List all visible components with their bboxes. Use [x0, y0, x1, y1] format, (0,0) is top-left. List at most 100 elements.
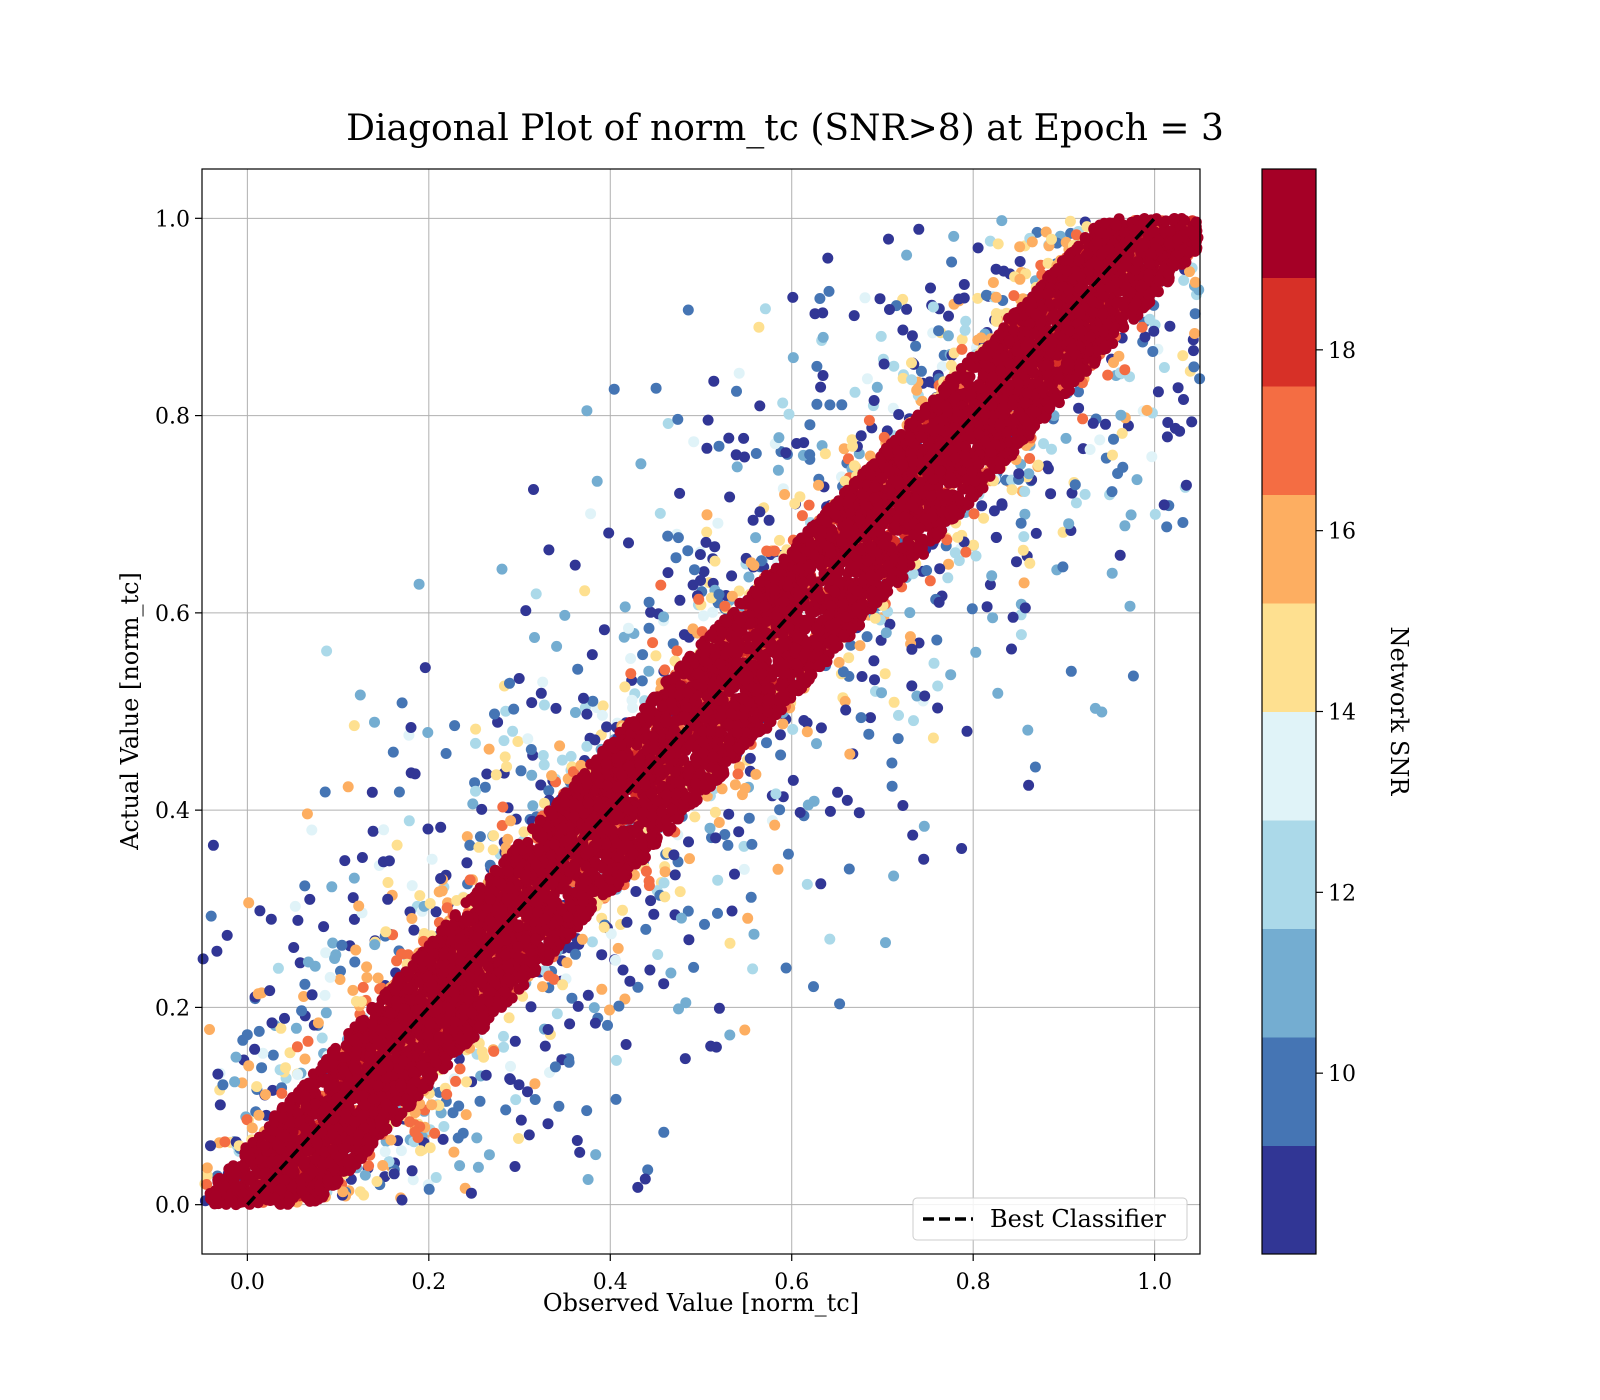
scatter-point	[960, 315, 972, 327]
scatter-point	[241, 1114, 253, 1126]
scatter-point	[289, 900, 301, 912]
scatter-point	[497, 801, 509, 813]
scatter-point	[366, 786, 378, 798]
scatter-point	[1065, 665, 1077, 677]
scatter-point	[670, 552, 682, 564]
scatter-point	[901, 249, 913, 261]
scatter-point	[990, 263, 1002, 275]
scatter-point	[804, 419, 816, 431]
scatter-point	[643, 665, 655, 677]
scatter-point	[924, 376, 936, 388]
scatter-point	[953, 555, 965, 567]
scatter-point	[510, 1094, 522, 1106]
scatter-point	[526, 769, 538, 781]
scatter-point	[724, 491, 736, 503]
scatter-point	[605, 928, 617, 940]
scatter-point	[539, 1040, 551, 1052]
scatter-point	[542, 1024, 554, 1035]
scatter-point	[581, 740, 593, 752]
scatter-point	[868, 395, 880, 406]
scatter-point	[320, 947, 332, 959]
scatter-point	[1014, 273, 1026, 285]
scatter-point	[522, 1086, 533, 1098]
scatter-point	[324, 971, 336, 983]
scatter-point	[1115, 409, 1127, 421]
scatter-point	[990, 291, 1002, 303]
scatter-point	[1006, 484, 1018, 496]
scatter-point	[713, 817, 725, 828]
scatter-point	[369, 939, 381, 951]
scatter-point	[1178, 394, 1189, 405]
scatter-point	[604, 1004, 615, 1016]
scatter-point	[1149, 508, 1161, 520]
scatter-point	[567, 766, 579, 778]
scatter-point	[759, 303, 771, 315]
scatter-point	[626, 694, 638, 706]
scatter-point	[801, 878, 813, 890]
scatter-point	[1186, 416, 1198, 428]
scatter-point	[722, 839, 734, 851]
scatter-point	[834, 998, 846, 1010]
scatter-point	[382, 877, 394, 888]
scatter-point	[201, 1179, 213, 1190]
scatter-point	[449, 720, 461, 732]
scatter-point	[724, 937, 736, 949]
scatter-point	[880, 937, 891, 949]
scatter-point	[617, 904, 628, 916]
scatter-point	[980, 289, 992, 301]
scatter-point	[359, 1169, 371, 1181]
scatter-point	[624, 975, 636, 987]
scatter-point	[652, 949, 664, 960]
scatter-point	[1147, 346, 1159, 357]
scatter-point	[570, 948, 581, 960]
scatter-point	[1014, 241, 1026, 253]
scatter-point	[348, 720, 360, 732]
scatter-point	[750, 768, 762, 780]
scatter-point	[813, 479, 824, 491]
scatter-point	[505, 815, 517, 827]
scatter-point	[1057, 561, 1069, 573]
scatter-point	[1032, 459, 1044, 471]
scatter-point	[774, 534, 785, 546]
scatter-point	[1018, 531, 1030, 543]
scatter-point	[844, 748, 856, 760]
scatter-point	[387, 746, 399, 758]
scatter-point	[589, 734, 601, 746]
scatter-point	[883, 233, 894, 245]
scatter-point	[853, 807, 865, 819]
scatter-point	[522, 733, 534, 745]
scatter-point	[528, 484, 539, 495]
scatter-point	[453, 1100, 465, 1112]
scatter-point	[469, 777, 481, 789]
scatter-point	[424, 1142, 436, 1154]
scatter-point	[1172, 382, 1184, 394]
scatter-point	[419, 662, 431, 674]
scatter-point	[205, 910, 217, 922]
scatter-point	[925, 282, 936, 294]
scatter-point	[761, 545, 773, 557]
scatter-point	[219, 1136, 231, 1148]
scatter-point	[538, 699, 550, 711]
scatter-point	[630, 886, 642, 897]
scatter-point	[680, 997, 692, 1009]
scatter-point	[986, 570, 998, 582]
scatter-point	[724, 1029, 736, 1041]
scatter-point	[329, 953, 341, 964]
scatter-point	[907, 829, 919, 841]
scatter-point	[217, 1079, 229, 1091]
scatter-point	[643, 622, 655, 634]
scatter-point	[435, 873, 447, 884]
scatter-point	[292, 1069, 304, 1080]
scatter-point	[488, 1045, 500, 1057]
scatter-point	[754, 400, 766, 412]
scatter-point	[911, 690, 923, 702]
scatter-point	[251, 1081, 263, 1093]
scatter-point	[798, 715, 810, 726]
scatter-point	[750, 448, 762, 459]
scatter-point	[579, 585, 591, 597]
scatter-point	[978, 512, 990, 524]
scatter-point	[992, 687, 1004, 699]
scatter-point	[619, 681, 631, 693]
scatter-point	[561, 957, 573, 969]
scatter-point	[732, 768, 744, 780]
